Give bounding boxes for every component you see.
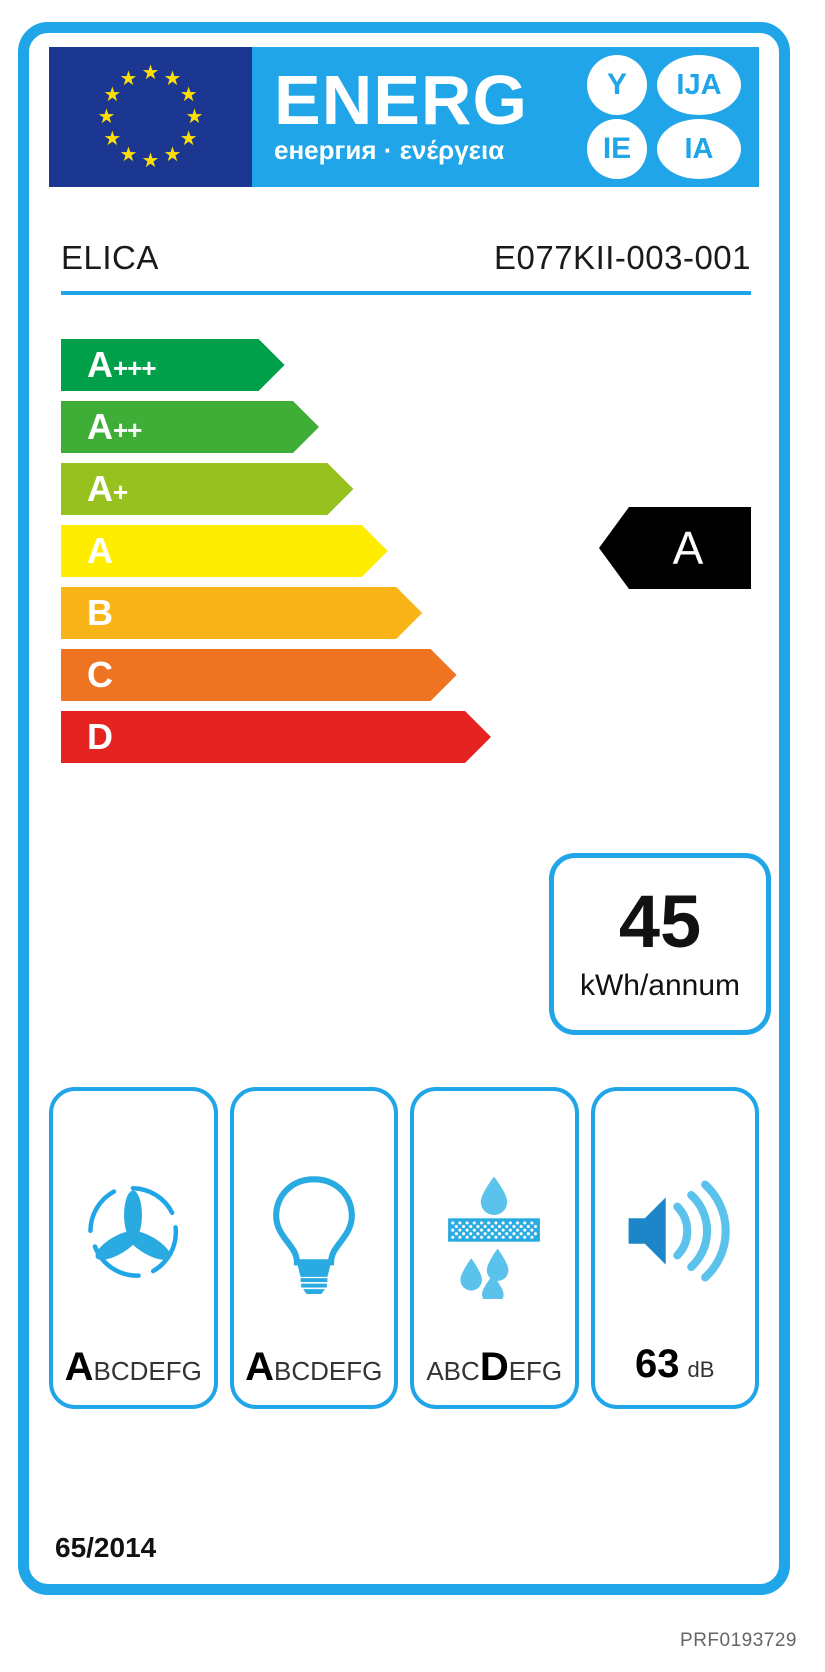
bubble-ie: IE — [587, 119, 647, 179]
energy-label-frame: ★ ★ ★ ★ ★ ★ ★ ★ ★ ★ ★ ★ ENERG енергия · ενέργεια Y … — [18, 22, 790, 1595]
energy-class-arrow-D: D — [61, 711, 491, 763]
rating-lighting: A BCDEFG — [245, 1347, 382, 1387]
eu-star-icon: ★ — [119, 67, 138, 90]
energy-class-row: B — [61, 587, 491, 639]
energy-class-row: A + — [61, 463, 491, 515]
panel-grease-filtering: ABC D EFG — [410, 1087, 579, 1409]
rating-suffix: EFG — [508, 1356, 563, 1386]
language-bubbles: Y IJA IE IA — [585, 47, 753, 187]
brand-divider — [61, 291, 751, 295]
consumption-value: 45 — [618, 880, 702, 963]
light-bulb-icon — [238, 1119, 391, 1347]
rating-prefix: ABC — [426, 1356, 480, 1386]
consumption-unit: kWh/annum — [579, 969, 741, 1002]
class-plus-signs: +++ — [113, 353, 156, 383]
energy-class-arrow-A++: A ++ — [61, 401, 319, 453]
eu-star-icon: ★ — [119, 144, 138, 167]
eu-star-icon: ★ — [163, 144, 182, 167]
energy-class-label: B — [87, 595, 113, 631]
panel-lighting-efficiency: A BCDEFG — [229, 1087, 398, 1409]
eu-star-icon: ★ — [141, 150, 160, 172]
panel-fluid-dynamic-efficiency: A BCDEFG — [49, 1087, 218, 1409]
rating-noise: 63 dB — [635, 1342, 714, 1387]
performance-panels: A BCDEFG A BCD — [49, 1087, 759, 1409]
eu-flag-icon: ★ ★ ★ ★ ★ ★ ★ ★ ★ ★ ★ ★ — [49, 47, 252, 187]
class-plus-signs: + — [113, 477, 128, 507]
energy-class-row: A — [61, 525, 491, 577]
eu-star-icon: ★ — [185, 106, 204, 128]
brand-name: ELICA — [61, 239, 159, 276]
model-name: E077KII-003-001 — [493, 239, 751, 276]
eu-star-icon: ★ — [103, 84, 122, 106]
speaker-icon — [599, 1119, 752, 1342]
class-plus-signs: ++ — [113, 415, 142, 445]
label-header: ★ ★ ★ ★ ★ ★ ★ ★ ★ ★ ★ ★ ENERG енергия · ενέργεια Y … — [49, 47, 759, 187]
rated-class-letter: A — [672, 522, 704, 574]
rating-suffix: BCDEFG — [274, 1356, 383, 1386]
energ-banner: ENERG енергия · ενέργεια Y IJA IE IA — [252, 47, 759, 187]
eu-star-icon: ★ — [141, 62, 160, 84]
rating-highlight: D — [479, 1345, 509, 1389]
energ-subtitle: енергия · ενέργεια — [274, 134, 505, 165]
bubble-ija: IJA — [657, 55, 741, 115]
energy-class-row: A ++ — [61, 401, 491, 453]
energy-class-arrow-A+++: A +++ — [61, 339, 285, 391]
energy-class-row: C — [61, 649, 491, 701]
energy-class-arrow-B: B — [61, 587, 422, 639]
class-letter: C — [87, 654, 113, 695]
eu-star-icon: ★ — [179, 84, 198, 106]
energy-class-row: D — [61, 711, 491, 763]
eu-star-icon: ★ — [103, 128, 122, 150]
panel-noise-level: 63 dB — [590, 1087, 759, 1409]
class-letter: A — [87, 468, 113, 509]
annual-consumption-box: 45 kWh/annum — [549, 853, 771, 1035]
energy-class-scale: A +++ A ++ A + A B C D A — [49, 339, 759, 769]
eu-star-icon: ★ — [179, 128, 198, 150]
rated-class-arrow: A — [599, 507, 751, 589]
class-letter: D — [87, 716, 113, 757]
fan-icon — [57, 1119, 210, 1347]
energy-class-label: A ++ — [87, 409, 141, 445]
rating-grease-filter: ABC D EFG — [426, 1347, 562, 1387]
rating-highlight: A — [64, 1345, 94, 1389]
energy-class-label: C — [87, 657, 113, 693]
energy-class-row: A +++ — [61, 339, 491, 391]
energy-class-arrow-A: A — [61, 525, 388, 577]
rating-highlight: A — [245, 1345, 275, 1389]
rating-fluid-dynamic: A BCDEFG — [65, 1347, 202, 1387]
grease-filter-icon — [418, 1119, 571, 1347]
eu-star-icon: ★ — [163, 67, 182, 90]
energy-class-list: A +++ A ++ A + A B C D — [61, 339, 491, 773]
energy-class-arrow-A+: A + — [61, 463, 353, 515]
class-letter: B — [87, 592, 113, 633]
bubble-y: Y — [587, 55, 647, 115]
noise-value: 63 — [635, 1342, 680, 1386]
bubble-ia: IA — [657, 119, 741, 179]
class-letter: A — [87, 344, 113, 385]
energy-class-label: A +++ — [87, 347, 156, 383]
energy-class-label: A — [87, 533, 113, 569]
energy-class-label: A + — [87, 471, 127, 507]
class-letter: A — [87, 530, 113, 571]
regulation-reference: 65/2014 — [55, 1532, 157, 1563]
noise-unit: dB — [687, 1357, 715, 1382]
brand-model-row: ELICA E077KII-003-001 — [49, 239, 759, 277]
class-letter: A — [87, 406, 113, 447]
eu-star-icon: ★ — [97, 106, 116, 128]
energy-class-arrow-C: C — [61, 649, 457, 701]
energ-wordmark: ENERG — [274, 61, 528, 140]
energy-class-label: D — [87, 719, 113, 755]
document-code: PRF0193729 — [680, 1630, 797, 1651]
rating-suffix: BCDEFG — [93, 1356, 202, 1386]
